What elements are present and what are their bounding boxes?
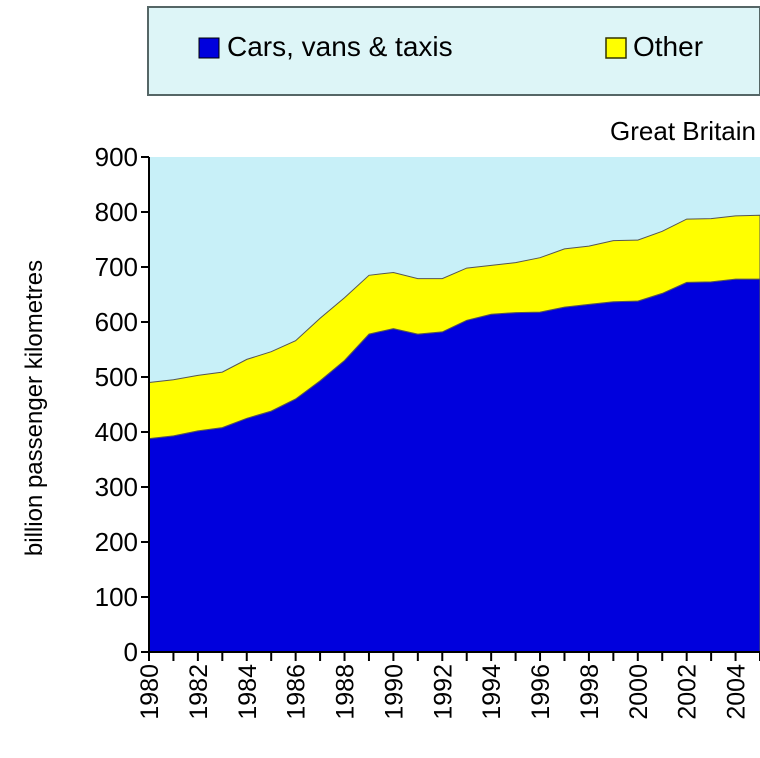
x-tick-label: 2002 xyxy=(674,664,702,720)
y-tick-label: 200 xyxy=(95,527,138,557)
legend-label-cars: Cars, vans & taxis xyxy=(227,31,453,62)
x-tick-label: 1980 xyxy=(136,664,164,720)
region-label: Great Britain xyxy=(610,116,756,146)
y-tick-label: 500 xyxy=(95,362,138,392)
x-tick-label: 1984 xyxy=(234,664,262,720)
y-tick-label: 600 xyxy=(95,307,138,337)
x-tick-label: 1982 xyxy=(185,664,213,720)
x-tick-label: 1998 xyxy=(576,664,604,720)
y-tick-label: 800 xyxy=(95,197,138,227)
legend: Cars, vans & taxis Other xyxy=(147,6,760,96)
y-tick-label: 0 xyxy=(124,637,138,667)
series-area-other xyxy=(148,214,760,440)
y-axis-title: billion passenger kilometres xyxy=(21,260,48,556)
legend-label-other: Other xyxy=(633,31,703,62)
x-tick-label: 2000 xyxy=(625,664,653,720)
x-tick-label: 1986 xyxy=(283,664,311,720)
y-tick-label: 100 xyxy=(95,582,138,612)
y-tick-label: 400 xyxy=(95,417,138,447)
y-axis: 0 100 200 300 400 500 600 700 800 900 xyxy=(95,142,150,667)
x-axis: 1980 1982 1984 1986 1988 1990 1992 1994 1996 1998… xyxy=(136,651,760,720)
x-tick-label: 2004 xyxy=(723,664,751,720)
legend-box xyxy=(147,6,760,96)
x-tick-label: 1996 xyxy=(527,664,555,720)
x-tick-label: 1994 xyxy=(478,664,506,720)
y-tick-label: 700 xyxy=(95,252,138,282)
series-layer xyxy=(148,214,760,653)
legend-swatch-cars xyxy=(198,37,220,59)
legend-swatch-other xyxy=(605,37,627,59)
y-tick-label: 900 xyxy=(95,142,138,172)
x-tick-label: 1992 xyxy=(429,664,457,720)
y-tick-label: 300 xyxy=(95,472,138,502)
x-tick-label: 1990 xyxy=(380,664,408,720)
x-tick-label: 1988 xyxy=(332,664,360,720)
